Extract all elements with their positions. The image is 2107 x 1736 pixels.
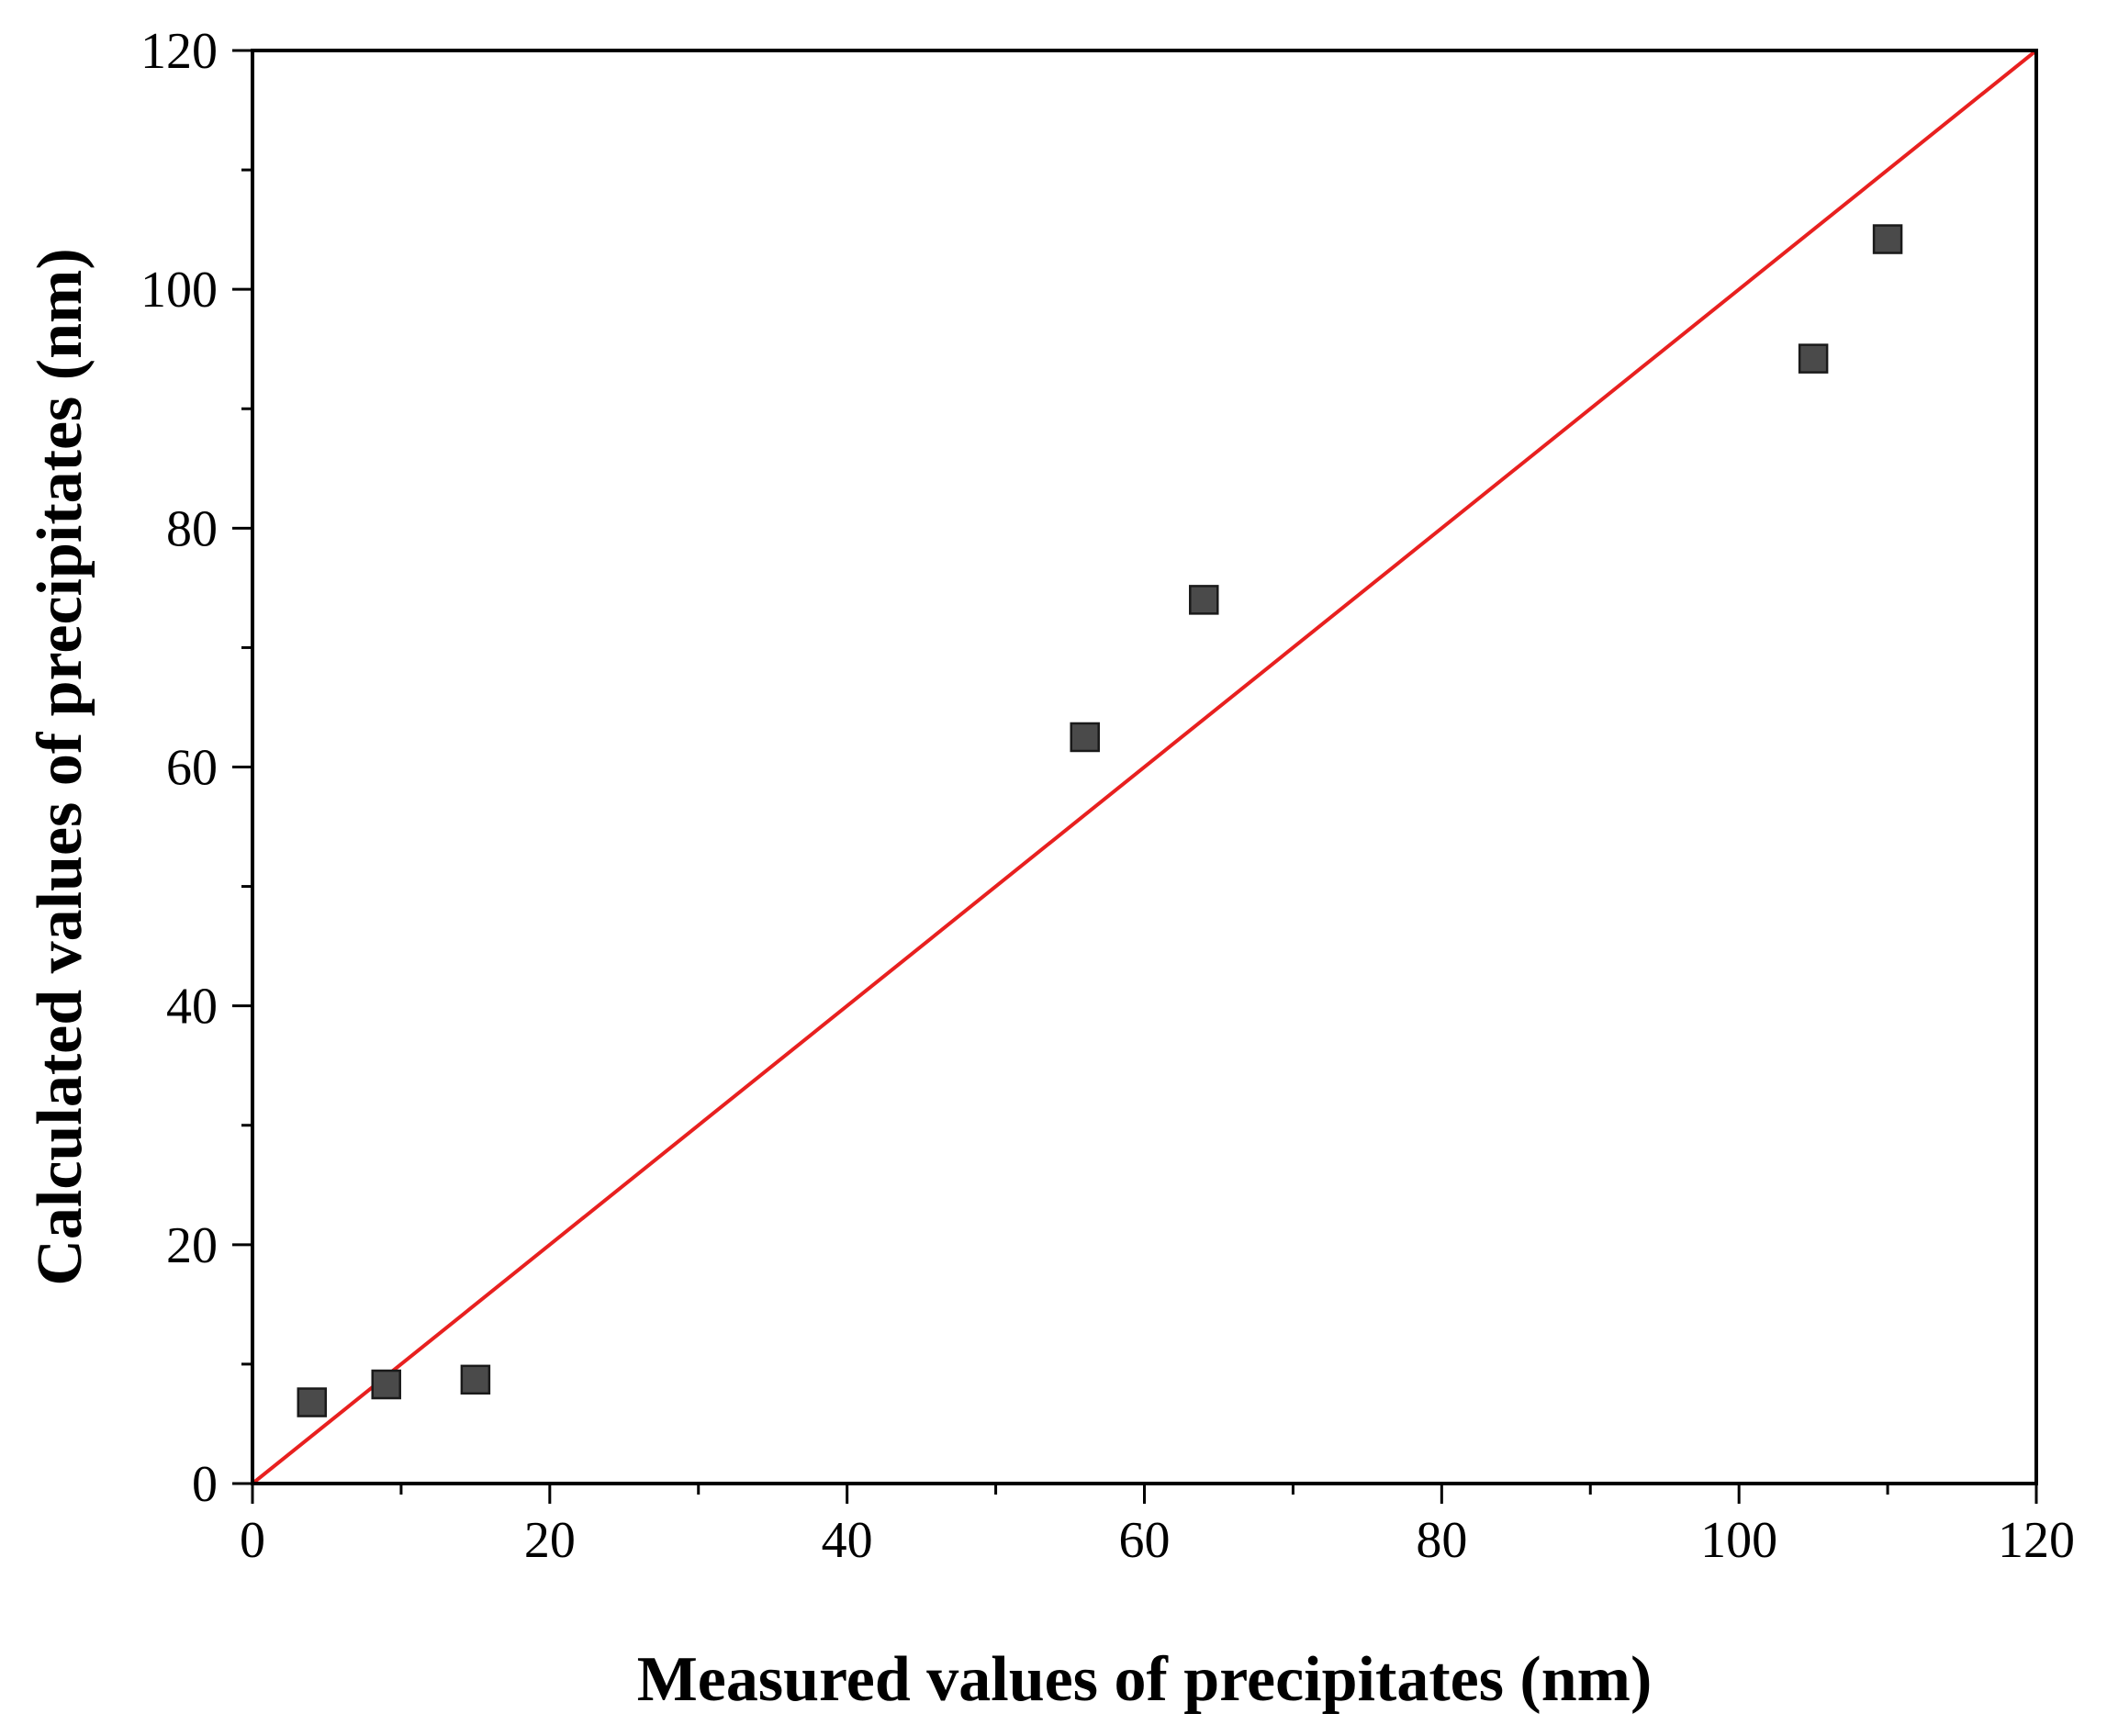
tick-labels: 0 20 40 60 80 100 120 0 20 40 60 80 100 120	[140, 23, 2075, 1569]
axis-ticks	[232, 49, 2038, 1504]
x-tick-label: 80	[1416, 1512, 1467, 1569]
x-tick-label: 20	[524, 1512, 576, 1569]
x-tick-label: 120	[1998, 1512, 2075, 1569]
y-axis-title: Calculated values of precipitates (nm)	[25, 248, 95, 1285]
y-tick-label: 0	[192, 1456, 218, 1513]
y-tick-label: 20	[166, 1217, 218, 1274]
data-point-6	[1798, 343, 1829, 374]
y-tick-label: 40	[166, 979, 218, 1036]
data-point-2	[371, 1369, 401, 1400]
y-tick-label: 60	[166, 740, 218, 797]
x-tick-label: 100	[1700, 1512, 1777, 1569]
x-tick-label: 60	[1119, 1512, 1171, 1569]
data-point-7	[1872, 224, 1903, 254]
plot-content	[252, 50, 2036, 1484]
reference-line	[252, 50, 2036, 1484]
data-point-4	[1070, 722, 1100, 753]
y-tick-label: 80	[166, 500, 218, 557]
y-tick-label: 120	[140, 23, 218, 80]
x-tick-label: 0	[240, 1512, 265, 1569]
data-point-3	[460, 1364, 491, 1395]
data-point-1	[297, 1387, 328, 1417]
data-point-5	[1189, 585, 1219, 615]
x-axis-title: Measured values of precipitates (nm)	[637, 1644, 1653, 1715]
y-tick-label: 100	[140, 262, 218, 319]
plot-area	[251, 49, 2038, 1485]
x-tick-label: 40	[822, 1512, 873, 1569]
